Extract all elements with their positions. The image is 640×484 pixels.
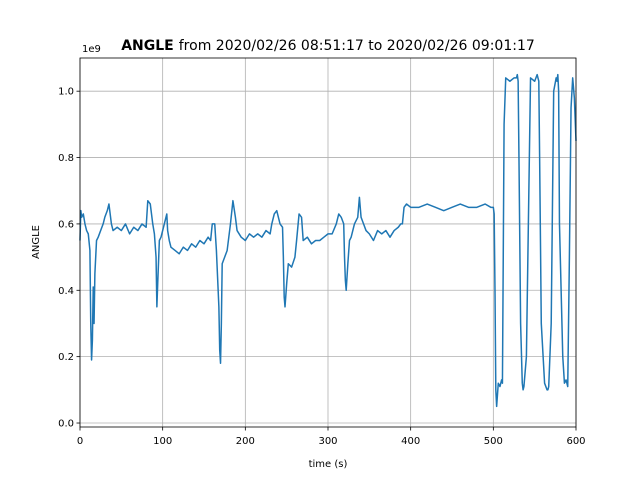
data-line <box>79 73 577 408</box>
x-tick-label: 300 <box>318 436 337 447</box>
y-axis-label: ANGLE <box>31 225 42 259</box>
title-bold: ANGLE <box>121 38 174 54</box>
chart-title: ANGLE from 2020/02/26 08:51:17 to 2020/02… <box>121 38 535 54</box>
y-tick-label: 0.4 <box>58 286 74 297</box>
y-tick-label: 1.0 <box>58 87 74 98</box>
x-tick-label: 100 <box>153 436 172 447</box>
x-tick-label: 500 <box>484 436 503 447</box>
y-tick-label: 0.6 <box>58 219 74 230</box>
x-axis-label: time (s) <box>309 459 348 470</box>
y-tick-label: 0.2 <box>58 352 74 363</box>
y-tick-label: 0.0 <box>58 419 74 430</box>
x-tick-label: 200 <box>236 436 255 447</box>
x-tick-label: 600 <box>566 436 585 447</box>
title-rest: from 2020/02/26 08:51:17 to 2020/02/26 0… <box>179 38 535 54</box>
offset-label: 1e9 <box>82 44 101 55</box>
x-tick-label: 400 <box>401 436 420 447</box>
y-tick-label: 0.8 <box>58 153 74 164</box>
x-tick-label: 0 <box>77 436 83 447</box>
